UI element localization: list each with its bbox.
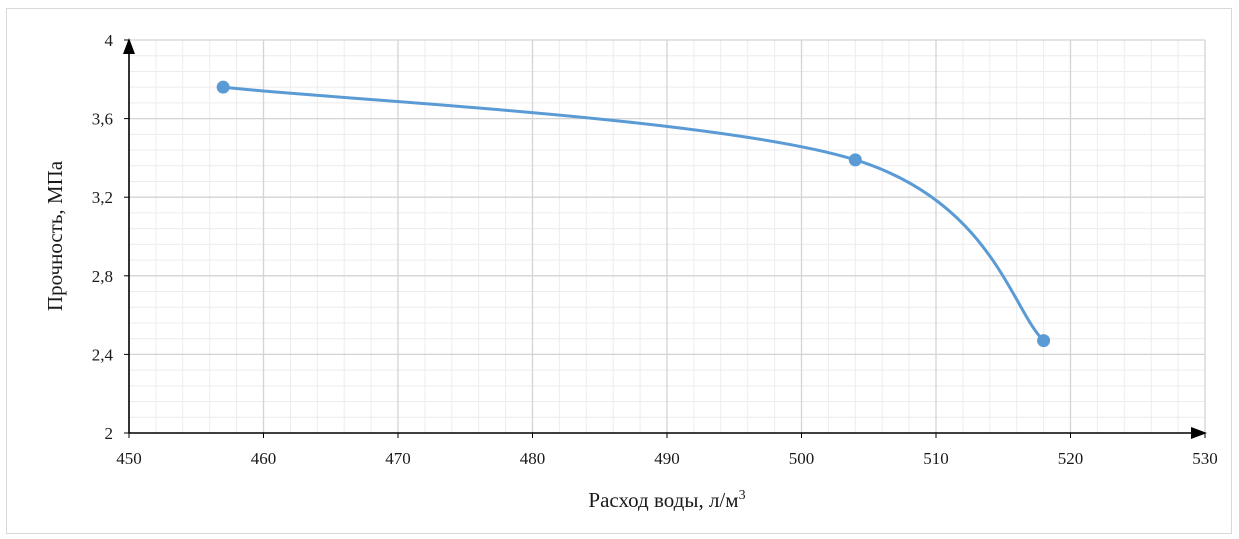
x-tick-label: 510 xyxy=(923,449,949,468)
x-axis-title: Расход воды, л/м3 xyxy=(588,488,745,512)
y-tick-label: 3,2 xyxy=(92,188,113,207)
x-tick-label: 480 xyxy=(520,449,546,468)
data-series xyxy=(216,80,1051,348)
y-tick-label: 2,8 xyxy=(92,267,113,286)
y-axis-arrow xyxy=(123,38,135,54)
chart-frame xyxy=(6,8,1232,534)
data-point-marker xyxy=(1037,334,1051,348)
data-point-marker xyxy=(848,153,862,167)
x-tick-label: 450 xyxy=(116,449,142,468)
x-axis-arrow xyxy=(1191,427,1207,439)
y-tick-label: 4 xyxy=(105,31,114,50)
x-tick-label: 460 xyxy=(251,449,277,468)
y-tick-label: 2 xyxy=(105,424,114,443)
x-tick-label: 470 xyxy=(385,449,411,468)
y-tick-labels: 2 2,4 2,8 3,2 3,6 4 xyxy=(92,31,114,443)
x-tick-label: 530 xyxy=(1192,449,1218,468)
y-axis-title: Прочность, МПа xyxy=(43,160,67,311)
x-tick-label: 490 xyxy=(654,449,680,468)
x-tick-label: 520 xyxy=(1058,449,1084,468)
series-line xyxy=(221,85,1046,343)
x-tick-labels: 450 460 470 480 490 500 510 520 530 xyxy=(116,449,1218,468)
x-axis-title-text: Расход воды, л/м xyxy=(588,488,738,512)
y-tick-label: 2,4 xyxy=(92,345,114,364)
x-axis-title-superscript: 3 xyxy=(739,488,746,503)
x-tick-label: 500 xyxy=(789,449,815,468)
major-gridlines xyxy=(129,39,1206,433)
axes xyxy=(123,38,1207,439)
y-tick-label: 3,6 xyxy=(92,110,113,129)
data-point-marker xyxy=(216,80,230,94)
